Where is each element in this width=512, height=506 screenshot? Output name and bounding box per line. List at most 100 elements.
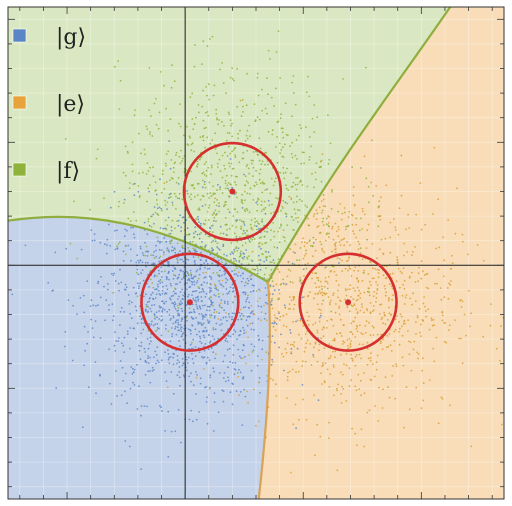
point-f xyxy=(369,261,371,263)
point-g xyxy=(239,252,242,255)
point-e xyxy=(321,383,323,385)
point-g xyxy=(186,190,189,192)
point-g xyxy=(266,231,268,233)
point-f xyxy=(179,162,182,165)
point-e xyxy=(375,281,377,283)
point-g xyxy=(193,283,196,286)
point-e xyxy=(309,291,311,294)
point-g xyxy=(276,246,279,249)
point-e xyxy=(344,267,347,270)
point-f xyxy=(204,186,207,189)
point-e xyxy=(239,99,242,102)
point-g xyxy=(175,292,177,295)
point-g xyxy=(142,295,145,298)
point-e xyxy=(458,337,460,340)
point-f xyxy=(226,139,228,142)
point-e xyxy=(416,351,418,354)
point-g xyxy=(90,229,93,232)
point-f xyxy=(156,236,159,239)
point-e xyxy=(370,284,372,286)
point-g xyxy=(136,282,139,285)
point-f xyxy=(267,93,269,96)
point-g xyxy=(260,247,262,250)
point-f xyxy=(326,287,329,290)
point-g xyxy=(132,381,134,384)
point-g xyxy=(208,291,211,294)
point-g xyxy=(163,308,166,311)
point-g xyxy=(128,300,131,302)
point-g xyxy=(146,311,149,314)
point-g xyxy=(218,304,221,307)
point-e xyxy=(316,329,319,332)
point-f xyxy=(254,224,256,227)
point-f xyxy=(309,244,312,247)
point-f xyxy=(253,238,256,240)
point-g xyxy=(198,221,200,224)
point-f xyxy=(249,135,251,138)
point-f xyxy=(223,124,225,127)
point-g xyxy=(180,303,182,306)
point-g xyxy=(92,336,95,339)
point-e xyxy=(359,379,362,382)
point-f xyxy=(166,224,169,227)
point-e xyxy=(288,195,291,198)
point-g xyxy=(130,301,133,304)
point-f xyxy=(215,113,218,115)
point-e xyxy=(272,379,274,381)
point-g xyxy=(278,312,280,315)
point-g xyxy=(218,372,221,374)
point-e xyxy=(352,230,354,233)
point-g xyxy=(219,324,221,326)
point-g xyxy=(252,290,255,292)
point-e xyxy=(380,318,383,320)
point-f xyxy=(286,224,289,227)
point-e xyxy=(422,399,425,402)
point-f xyxy=(225,174,228,177)
point-g xyxy=(140,405,143,407)
point-g xyxy=(139,358,142,361)
point-e xyxy=(308,315,310,318)
point-e xyxy=(195,376,198,379)
point-e xyxy=(322,224,325,227)
point-f xyxy=(118,108,121,110)
point-g xyxy=(140,322,143,324)
point-g xyxy=(320,314,322,317)
point-f xyxy=(234,154,237,157)
point-e xyxy=(339,332,342,335)
point-f xyxy=(156,329,159,331)
point-g xyxy=(206,319,209,321)
point-f xyxy=(150,225,153,228)
point-e xyxy=(499,359,501,362)
point-e xyxy=(337,296,339,299)
point-e xyxy=(451,262,454,264)
point-g xyxy=(118,289,120,292)
point-f xyxy=(263,235,266,238)
point-g xyxy=(273,289,276,291)
point-f xyxy=(190,193,193,196)
point-f xyxy=(224,167,226,170)
point-g xyxy=(217,183,219,186)
point-f xyxy=(328,232,330,235)
point-f xyxy=(175,154,177,157)
point-g xyxy=(140,272,143,275)
point-f xyxy=(252,175,254,178)
point-e xyxy=(376,354,379,357)
point-g xyxy=(219,283,222,285)
point-e xyxy=(402,283,404,286)
point-g xyxy=(171,201,174,204)
point-f xyxy=(278,271,281,273)
point-e xyxy=(346,241,348,243)
point-f xyxy=(148,67,151,69)
point-e xyxy=(314,171,317,174)
point-e xyxy=(391,287,394,290)
point-g xyxy=(266,302,269,305)
point-g xyxy=(179,281,182,284)
point-g xyxy=(244,232,247,234)
point-g xyxy=(87,331,89,333)
point-f xyxy=(295,201,298,203)
point-g xyxy=(208,341,211,344)
point-f xyxy=(224,216,227,219)
point-g xyxy=(178,371,181,373)
point-e xyxy=(327,357,330,360)
